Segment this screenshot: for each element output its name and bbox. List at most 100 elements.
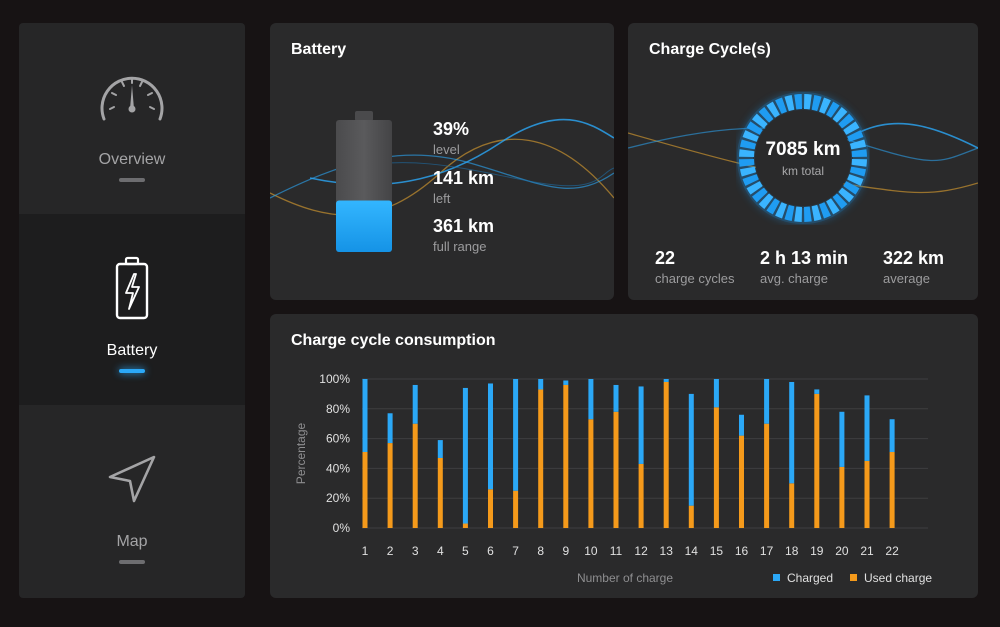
bar-used-charge [713,407,719,528]
legend-swatch [773,574,780,581]
battery-icon [92,256,172,320]
speedometer-icon [92,65,172,129]
ring-segment [751,113,768,129]
bar-charged [412,384,418,424]
x-tick-label: 2 [387,544,394,558]
nav-item-overview[interactable]: Overview [19,23,245,214]
ring-segment [843,121,860,135]
nav-item-battery[interactable]: Battery [19,214,245,405]
x-tick-label: 5 [462,544,469,558]
bar-used-charge [864,460,870,528]
consumption-chart-card: Charge cycle consumption 0% 20% 40% 60% 80% 1… [270,314,978,598]
bar-charged [688,393,694,506]
bar-charged [613,384,619,412]
charge-cycle-card-title: Charge Cycle(s) [649,41,771,58]
bar-used-charge [362,452,368,528]
bar-used-charge [513,490,519,528]
legend-label: Used charge [864,571,932,585]
ring-segment [746,121,763,135]
total-km-ring: 7085 km km total [736,91,870,225]
battery-left-stat: 141 km left [433,168,494,206]
x-tick-label: 11 [610,544,623,558]
bar-used-charge [789,483,795,528]
average-km-stat: 322 km average [883,248,944,286]
bar-used-charge [437,457,443,528]
bar-charged [713,379,719,408]
nav-label-overview: Overview [98,151,166,168]
bar-used-charge [638,463,644,528]
ring-segment [758,106,774,123]
ring-segment [739,158,755,167]
ring-segment [832,193,848,210]
ring-segment [742,130,759,142]
bar-used-charge [387,443,393,528]
nav-item-map[interactable]: Map [19,405,245,596]
bar-charged [538,379,544,390]
charge-cycle-card: Charge Cycle(s) 7085 km km total 22 [628,23,978,300]
x-tick-label: 18 [785,544,799,558]
ring-segment [739,149,755,158]
average-km-value: 322 km [883,248,945,268]
ring-segment [784,95,795,112]
ring-segment [832,106,848,123]
nav-label-map: Map [116,533,148,550]
bar-used-charge [688,505,694,528]
bar-charged [814,389,820,394]
battery-level-stat: 39% level [433,119,469,157]
ring-segment [803,94,812,110]
charge-cycles-label: charge cycles [655,271,735,286]
x-tick-label: 6 [487,544,494,558]
bar-charged [462,387,468,524]
bar-used-charge [412,423,418,528]
bar-charged [563,380,569,385]
ring-segment [803,206,812,222]
total-km-value: 7085 km [765,138,841,160]
battery-level-label: level [433,142,460,157]
ring-segment [784,204,795,221]
x-tick-label: 12 [634,544,648,558]
x-tick-label: 9 [562,544,569,558]
ring-segment [794,94,803,110]
ring-segment [766,101,780,118]
battery-left-label: left [433,191,451,206]
bar-used-charge [588,419,594,528]
ring-segment [751,187,768,203]
x-tick-label: 15 [710,544,724,558]
ring-segment [811,204,822,221]
total-km-label: km total [781,163,824,178]
x-tick-label: 13 [660,544,674,558]
ring-segment [843,181,860,195]
ring-segment [851,158,867,167]
bar-used-charge [814,393,820,528]
bar-charged [513,379,519,491]
ring-segment [826,101,840,118]
ring-segment [847,130,864,142]
x-tick-label: 4 [437,544,444,558]
bar-used-charge [889,452,895,528]
ring-segment [838,187,855,203]
bar-charged [638,386,644,464]
nav-label-battery: Battery [106,342,158,359]
navigation-icon [92,447,172,511]
y-tick-label: 100% [319,372,350,386]
average-km-label: average [883,271,930,286]
y-tick-label: 20% [326,491,350,505]
x-tick-label: 20 [835,544,849,558]
battery-left-value: 141 km [433,168,495,188]
nav-indicator-battery [119,369,145,373]
ring-segment [838,113,855,129]
bar-charged [663,379,669,382]
bar-used-charge [739,435,744,528]
bar-used-charge [839,466,845,528]
nav-indicator-overview [119,178,145,182]
x-tick-label: 14 [685,544,699,558]
charge-cycles-value: 22 [655,248,676,268]
bar-charged [864,395,870,461]
bar-used-charge [663,381,669,528]
ring-segment [766,198,780,215]
battery-card: Battery 39% level 141 km [270,23,614,300]
battery-level-value: 39% [433,119,470,139]
bar-charged [387,413,393,444]
legend-label: Charged [787,571,833,585]
